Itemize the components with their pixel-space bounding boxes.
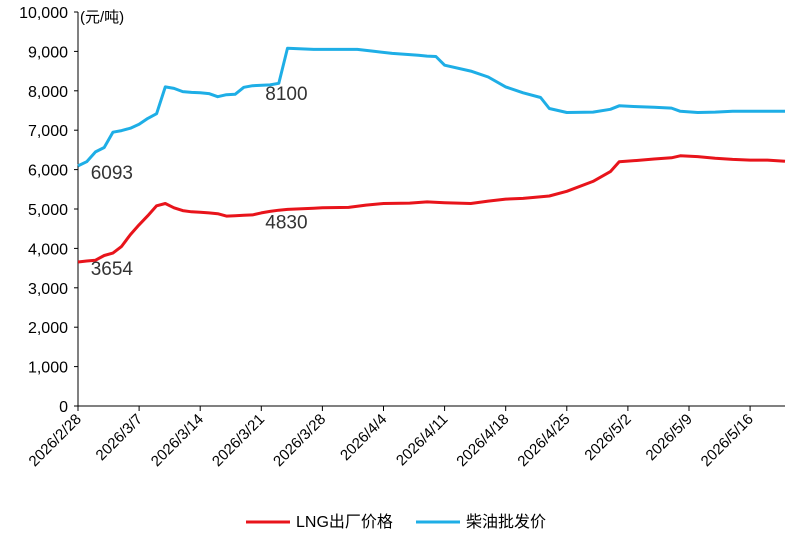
x-tick-label: 2026/2/28 [26, 411, 85, 470]
x-tick-label: 2026/4/4 [337, 411, 390, 464]
legend-label-diesel: 柴油批发价 [466, 513, 546, 531]
y-tick-label: 4,000 [28, 241, 68, 258]
y-tick-label: 3,000 [28, 281, 68, 298]
legend: LNG出厂价格 柴油批发价 [246, 513, 546, 531]
x-axis: 2026/2/28 2026/3/7 2026/3/14 2026/3/21 2026/… [26, 405, 785, 470]
y-tick-label: 9,000 [28, 44, 68, 61]
y-unit-label: (元/吨) [80, 9, 124, 26]
series-line-lng [77, 154, 786, 264]
x-tick-label: 2026/5/16 [698, 411, 757, 470]
x-tick-label: 2026/5/2 [581, 411, 634, 464]
y-axis: 0 1,000 2,000 3,000 4,000 5,000 6,000 7,000 8,00… [19, 5, 79, 416]
x-tick-label: 2026/3/7 [93, 411, 146, 464]
x-tick-label: 2026/4/18 [453, 411, 512, 470]
x-tick-label: 2026/3/28 [270, 411, 329, 470]
y-tick-label: 7,000 [28, 123, 68, 140]
x-tick-label: 2026/3/21 [209, 411, 268, 470]
y-tick-label: 5,000 [28, 202, 68, 219]
data-label: 3654 [91, 259, 134, 280]
y-tick-label: 1,000 [28, 360, 68, 377]
data-label: 4830 [265, 213, 307, 234]
y-tick-label: 6,000 [28, 163, 68, 180]
data-label: 8100 [265, 84, 307, 105]
y-tick-label: 0 [59, 399, 68, 416]
x-tick-label: 2026/4/25 [514, 411, 573, 470]
data-label: 6093 [91, 163, 133, 184]
x-tick-label: 2026/5/9 [643, 411, 696, 464]
series-layer [77, 46, 786, 264]
series-line-diesel [77, 46, 785, 168]
y-tick-label: 8,000 [28, 84, 68, 101]
x-tick-label: 2026/3/14 [148, 411, 207, 470]
legend-label-lng: LNG出厂价格 [296, 513, 393, 531]
annotation-layer: 6093 3654 8100 4830 [91, 84, 308, 280]
x-tick-label: 2026/4/11 [393, 411, 451, 469]
y-tick-label: 10,000 [19, 5, 68, 22]
y-tick-label: 2,000 [28, 320, 68, 337]
